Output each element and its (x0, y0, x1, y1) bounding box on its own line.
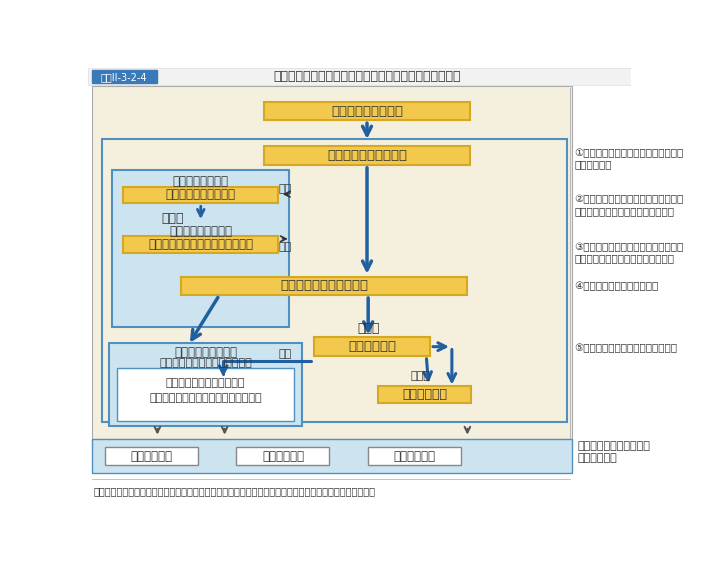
Bar (88, 68, 631, 85)
Bar (314, 337, 430, 356)
Text: 指定公共機関: 指定公共機関 (394, 449, 436, 462)
Text: 国家安全保障会議: 国家安全保障会議 (172, 175, 229, 188)
Text: 事態対処専門委員会: 事態対処専門委員会 (169, 225, 232, 238)
Bar (117, 368, 294, 421)
Text: 答申: 答申 (278, 242, 292, 251)
Bar (92, 87, 572, 439)
Text: ・対処措置の総合的な推進: ・対処措置の総合的な推進 (165, 378, 245, 388)
Bar (123, 236, 278, 253)
Bar (379, 386, 471, 403)
Bar (181, 277, 468, 295)
Text: （注）　武力攻撃事態等又は存立危機事態への対処措置の総合的な推進のために内閣に設置される対策本部: （注） 武力攻撃事態等又は存立危機事態への対処措置の総合的な推進のために内閣に設… (94, 486, 376, 496)
Text: 対処基本方針の閣議決定: 対処基本方針の閣議決定 (280, 280, 368, 292)
Bar (368, 447, 461, 465)
Bar (264, 147, 470, 165)
Bar (264, 102, 470, 121)
Text: 国　会: 国 会 (357, 321, 379, 335)
Text: ・特定公共施設などの利用指針の策定: ・特定公共施設などの利用指針の策定 (149, 393, 261, 403)
Bar (104, 447, 198, 465)
Bar (109, 343, 301, 426)
Bar (92, 70, 156, 83)
Text: ④　対処基本方針の閣議決定: ④ 対処基本方針の閣議決定 (574, 282, 658, 291)
Text: 指定行政機関: 指定行政機関 (130, 449, 172, 462)
Bar (236, 447, 329, 465)
Text: 武力攻撃の発生など: 武力攻撃の発生など (331, 105, 403, 118)
Text: 政　府: 政 府 (162, 212, 184, 225)
Bar (92, 439, 572, 473)
Text: （対策本部長：内閣総理大臣）: （対策本部長：内閣総理大臣） (159, 358, 252, 368)
Text: 諮問: 諮問 (278, 184, 292, 194)
Text: 図表II-3-2-4: 図表II-3-2-4 (101, 72, 147, 82)
Bar (112, 170, 289, 327)
Text: 対処基本方針案の審議: 対処基本方針案の審議 (165, 188, 236, 201)
Text: 承認: 承認 (278, 349, 292, 359)
Text: 事態対策本部（注）: 事態対策本部（注） (174, 346, 237, 359)
Text: 国家安全保障会議を専門的に補佐: 国家安全保障会議を専門的に補佐 (149, 238, 253, 251)
Text: ①　内閣総理大臣による対処基本方針
　　案の作成: ① 内閣総理大臣による対処基本方針 案の作成 (574, 148, 683, 170)
Text: ②　内閣総理大臣による対処基本方針
　　案の国家安全保障会議への諮問: ② 内閣総理大臣による対処基本方針 案の国家安全保障会議への諮問 (574, 194, 683, 216)
Text: 地方公共団体: 地方公共団体 (262, 449, 304, 462)
Bar (123, 187, 278, 203)
Text: 武力攻撃事態等及び存立危機事態への対処のための手続: 武力攻撃事態等及び存立危機事態への対処のための手続 (273, 70, 461, 83)
Bar (102, 139, 566, 422)
Text: 対処基本方針、利用指針
に従って対処: 対処基本方針、利用指針 に従って対処 (578, 441, 651, 463)
Text: ③　国家安全保障会議による内閣総理
　　大臣への対処基本方針案の答申: ③ 国家安全保障会議による内閣総理 大臣への対処基本方針案の答申 (574, 242, 683, 264)
Text: 不承認: 不承認 (411, 371, 431, 381)
Text: ⑤　国会による対処基本方針の承認: ⑤ 国会による対処基本方針の承認 (574, 343, 677, 353)
Text: 対処基本方針案の作成: 対処基本方針案の作成 (327, 149, 407, 162)
Text: 国会承認求め: 国会承認求め (348, 340, 396, 353)
Text: 速やかに終了: 速やかに終了 (402, 388, 447, 401)
